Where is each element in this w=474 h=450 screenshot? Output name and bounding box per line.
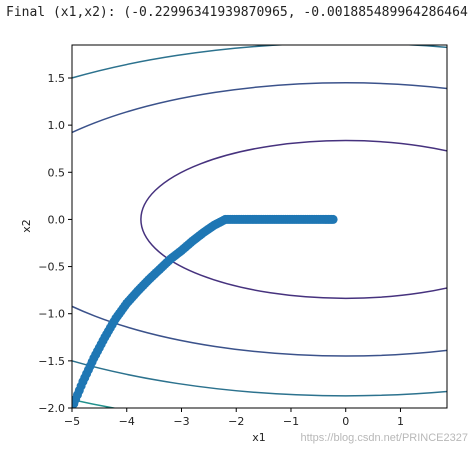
y-tick-label: −1.0 (38, 308, 65, 321)
contour-level-0 (140, 139, 447, 300)
final-result-text: Final (x1,x2): (-0.22996341939870965, -0… (6, 5, 468, 20)
x-tick-label: 1 (397, 415, 404, 428)
contour-level-1 (72, 82, 447, 357)
y-tick-label: 0.0 (48, 213, 66, 226)
contour-level-2 (72, 45, 447, 397)
trajectory (72, 214, 338, 408)
x-tick-label: −2 (228, 415, 244, 428)
y-tick-label: 0.5 (48, 166, 66, 179)
y-tick-label: 1.0 (48, 119, 66, 132)
trajectory-point (328, 214, 338, 224)
y-tick-label: 1.5 (48, 72, 66, 85)
y-tick-label: −1.5 (38, 355, 65, 368)
x-tick-label: −1 (283, 415, 299, 428)
x-axis-label: x1 (252, 431, 266, 444)
x-tick-label: −4 (119, 415, 135, 428)
watermark: https://blog.csdn.net/PRINCE2327 (300, 432, 468, 444)
y-axis-ticks: −2.0 −1.5 −1.0 −0.5 0.0 0.5 1.0 1.5 (38, 72, 72, 415)
y-axis-label: x2 (20, 219, 33, 233)
x-tick-label: 0 (342, 415, 349, 428)
x-tick-label: −5 (64, 415, 80, 428)
plot-frame (71, 44, 448, 409)
y-tick-label: −2.0 (38, 402, 65, 415)
x-axis-ticks: −5 −4 −3 −2 −1 0 1 (64, 408, 404, 428)
x-tick-label: −3 (173, 415, 189, 428)
y-tick-label: −0.5 (38, 261, 65, 274)
